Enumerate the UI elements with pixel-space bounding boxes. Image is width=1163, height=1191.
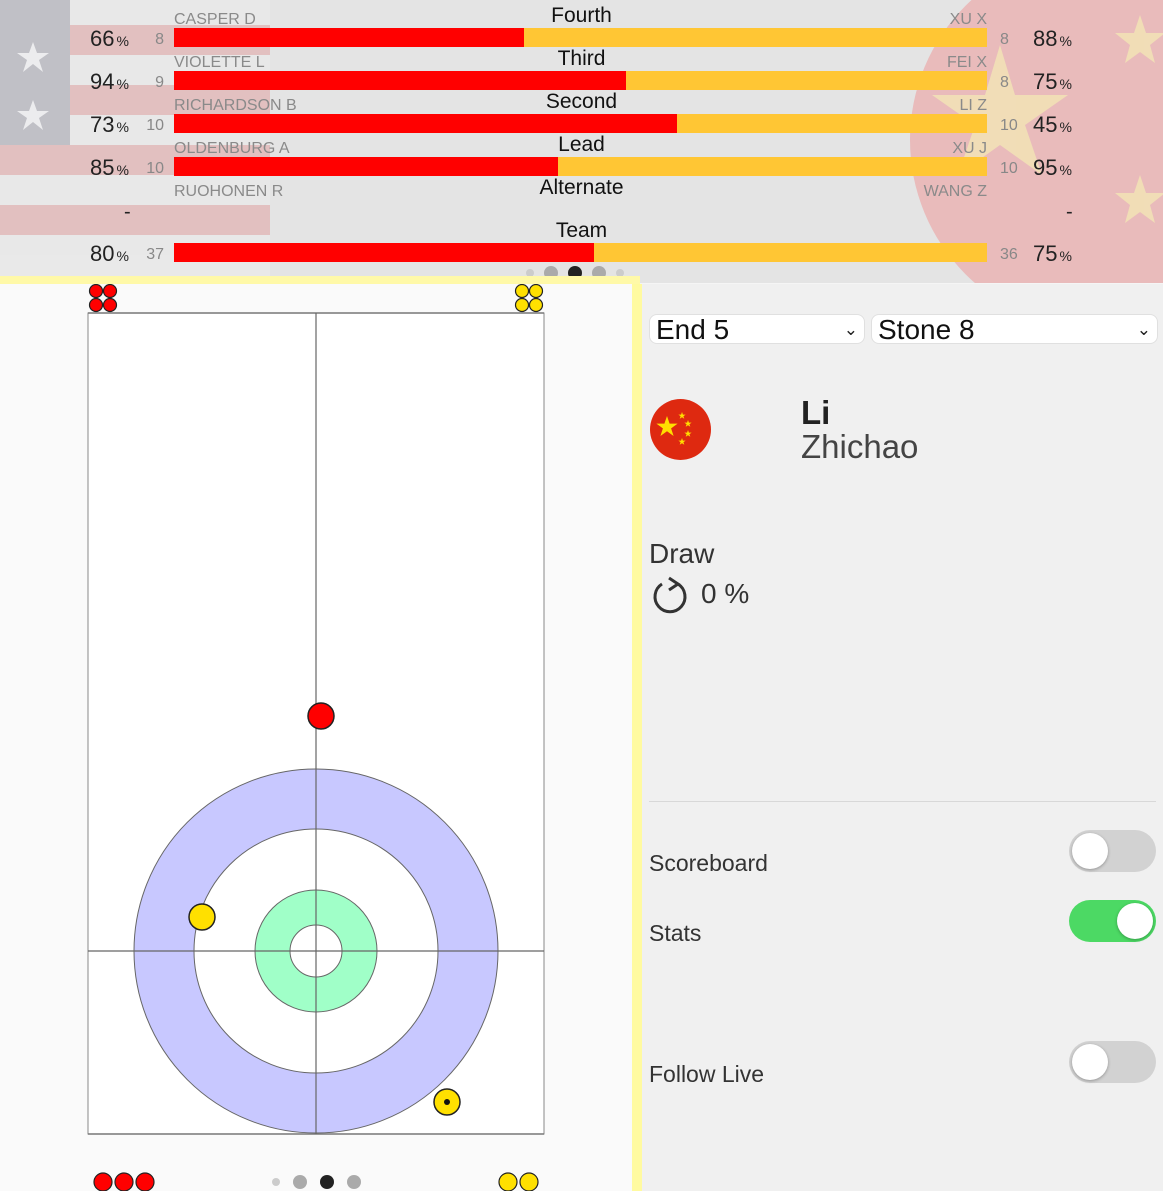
right-player-name: LI Z <box>959 97 987 114</box>
divider-stripe <box>0 276 640 284</box>
left-fill <box>174 114 678 133</box>
right-shot-count: 8 <box>1000 74 1009 91</box>
sheet-page-dots[interactable] <box>272 1175 361 1189</box>
left-shot-count: 8 <box>155 31 164 48</box>
left-percentage: 85% <box>90 155 129 180</box>
yellow-thrown-stones-bottom <box>498 1172 539 1191</box>
comparison-bar <box>174 114 987 133</box>
comparison-bar <box>174 243 987 262</box>
right-shot-count: 10 <box>1000 160 1018 177</box>
stats-panel[interactable]: CASPER D Fourth XU X 66% 8 8 88% VIOLETT… <box>0 0 1163 283</box>
page-dot[interactable] <box>616 269 624 277</box>
stats-toggle[interactable] <box>1069 900 1156 942</box>
red-remaining-stones-top <box>88 284 118 313</box>
stats-row-third: VIOLETTE L Third FEI X 94% 9 8 75% <box>0 43 1163 94</box>
stone-select[interactable]: Stone 8 ⌄ <box>871 314 1158 345</box>
right-percentage: 75% <box>1033 69 1072 94</box>
left-percentage: 66% <box>90 26 129 51</box>
left-shot-count: 10 <box>146 160 164 177</box>
right-shot-count: 36 <box>1000 246 1018 263</box>
left-player-name: RUOHONEN R <box>174 183 284 200</box>
position-label: Team <box>555 219 608 242</box>
china-flag-icon <box>650 399 711 460</box>
right-shot-count: 8 <box>1000 31 1009 48</box>
counterclockwise-rotation-icon <box>653 576 687 614</box>
right-percentage: 95% <box>1033 155 1072 180</box>
right-player-name: XU X <box>949 11 987 28</box>
right-player-name: FEI X <box>946 54 987 71</box>
left-shot-count: 37 <box>146 246 164 263</box>
right-player-name: XU J <box>952 140 987 157</box>
stone-select-value: Stone 8 <box>878 314 975 345</box>
stats-row-team: Team 80% 37 36 75% <box>0 215 1163 266</box>
left-fill <box>174 157 558 176</box>
left-percentage: 73% <box>90 112 129 137</box>
right-percentage: 88% <box>1033 26 1072 51</box>
left-alternate-value: - <box>124 201 131 223</box>
player-last-name: Li <box>801 394 831 431</box>
comparison-bar <box>174 71 987 90</box>
stats-row-second: RICHARDSON B Second LI Z 73% 10 10 45% <box>0 86 1163 137</box>
curling-sheet <box>87 284 545 1191</box>
position-label: Alternate <box>539 176 624 199</box>
left-fill <box>174 243 594 262</box>
shot-type: Draw <box>649 538 715 569</box>
stats-row-fourth: CASPER D Fourth XU X 66% 8 8 88% <box>0 0 1163 51</box>
red-thrown-stones-bottom <box>93 1172 155 1191</box>
left-player-name: CASPER D <box>174 11 256 28</box>
right-alternate-value: - <box>1066 201 1073 223</box>
stats-row-alternate: RUOHONEN R Alternate WANG Z - - <box>0 172 1163 223</box>
follow-live-toggle[interactable] <box>1069 1041 1156 1083</box>
chevron-down-icon: ⌄ <box>843 320 858 339</box>
right-shot-count: 10 <box>1000 117 1018 134</box>
toggle-label-stats: Stats <box>649 920 702 946</box>
details-panel: End 5 ⌄ Stone 8 ⌄ Li Zhichao Draw 0 % Sc… <box>642 284 1163 1191</box>
rotation-percentage: 0 % <box>701 578 750 609</box>
left-percentage: 80% <box>90 241 129 266</box>
position-label: Third <box>557 47 606 70</box>
left-shot-count: 9 <box>155 74 164 91</box>
left-player-name: VIOLETTE L <box>174 54 265 71</box>
toggle-knob <box>1117 903 1153 939</box>
toggle-label-follow-live: Follow Live <box>649 1061 765 1087</box>
chevron-down-icon: ⌄ <box>1136 320 1151 339</box>
toggle-knob <box>1072 1044 1108 1080</box>
yellow-remaining-stones-top <box>514 284 544 313</box>
right-percentage: 75% <box>1033 241 1072 266</box>
stats-row-lead: OLDENBURG A Lead XU J 85% 10 10 95% <box>0 129 1163 180</box>
section-divider <box>649 801 1156 802</box>
comparison-bar <box>174 28 987 47</box>
toggle-label-scoreboard: Scoreboard <box>649 850 768 876</box>
page-dot[interactable] <box>526 269 534 277</box>
left-percentage: 94% <box>90 69 129 94</box>
end-select-value: End 5 <box>656 314 730 345</box>
position-label: Lead <box>558 133 605 156</box>
player-first-name: Zhichao <box>801 428 919 465</box>
left-player-name: RICHARDSON B <box>174 97 297 114</box>
red-stone[interactable] <box>307 702 335 730</box>
right-percentage: 45% <box>1033 112 1072 137</box>
left-player-name: OLDENBURG A <box>174 140 290 157</box>
scoreboard-toggle[interactable] <box>1069 830 1156 872</box>
toggle-knob <box>1072 833 1108 869</box>
sheet-panel <box>0 284 632 1191</box>
right-player-name: WANG Z <box>923 183 987 200</box>
position-label: Second <box>545 90 618 113</box>
left-fill <box>174 71 627 90</box>
panel-separator <box>632 284 642 1191</box>
comparison-bar <box>174 157 987 176</box>
left-fill <box>174 28 524 47</box>
end-select[interactable]: End 5 ⌄ <box>649 314 865 345</box>
current-stone-marker <box>444 1099 450 1105</box>
left-shot-count: 10 <box>146 117 164 134</box>
yellow-stone[interactable] <box>188 903 216 931</box>
position-label: Fourth <box>551 4 612 27</box>
